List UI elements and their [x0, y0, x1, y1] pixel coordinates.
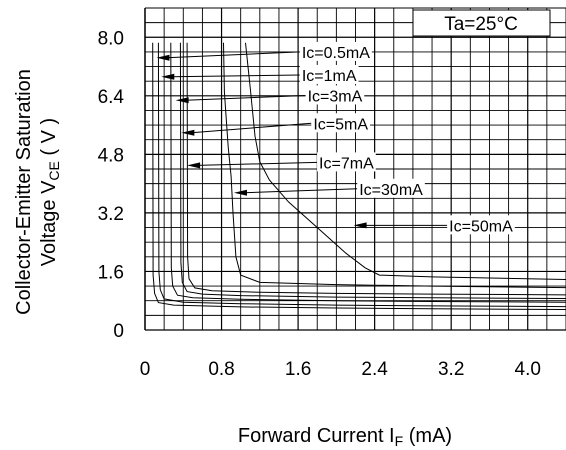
y-tick-label: 0	[113, 321, 124, 342]
arrow-line-ic-5ma	[191, 122, 312, 134]
curve-label-arrows	[156, 51, 448, 229]
curve-ic-1ma	[157, 42, 566, 308]
x-axis-label-main: Forward Current I	[238, 425, 395, 447]
arrow-line-ic-30ma	[243, 188, 358, 194]
x-axis-label: Forward Current IF (mA)	[238, 425, 452, 449]
curve-label-ic-0-5ma: Ic=0.5mA	[302, 45, 370, 62]
curve-ic-3ma	[170, 42, 566, 303]
curve-label-ic-1ma: Ic=1mA	[302, 68, 357, 85]
y-axis-label-line1: Collector-Emitter Saturation	[13, 69, 35, 315]
arrow-line-ic-7ma	[197, 161, 318, 166]
curve-label-bg-ic-0-5ma	[299, 41, 372, 61]
curve-ic-7ma	[186, 42, 566, 296]
arrow-head-ic-7ma	[187, 162, 201, 169]
curves	[152, 42, 566, 310]
curve-label-ic-3ma: Ic=3mA	[308, 88, 363, 105]
y-axis-label-line2: Voltage VCE ( V )	[38, 118, 62, 266]
x-tick-labels: 0 0.8 1.6 2.4 3.2 4.0	[140, 359, 541, 380]
curve-label-bg-ic-3ma	[305, 85, 365, 105]
x-tick-label: 2.4	[361, 359, 388, 380]
curve-ic-30ma	[223, 42, 566, 289]
x-axis-label-unit: (mA)	[403, 425, 452, 447]
x-tick-label: 3.2	[438, 359, 464, 380]
curve-label-bg-ic-50ma	[447, 215, 515, 235]
y-tick-label: 8.0	[98, 28, 124, 49]
y-axis-label-sub: CE	[46, 161, 62, 180]
y-tick-label: 6.4	[98, 87, 125, 108]
curve-label-bg-ic-1ma	[299, 64, 359, 84]
x-axis-label-sub: F	[395, 433, 404, 449]
y-tick-label: 4.8	[98, 145, 124, 166]
curve-label-bg-ic-30ma	[357, 178, 425, 198]
curve-label-ic-5ma: Ic=5mA	[313, 116, 368, 133]
curve-ic-5ma	[179, 42, 566, 299]
curve-label-bg-ic-5ma	[311, 113, 371, 133]
arrow-head-ic-1ma	[161, 73, 175, 80]
annotation-text: Ta=25°C	[444, 14, 518, 35]
y-tick-label: 1.6	[98, 262, 124, 283]
x-tick-label: 0	[140, 359, 151, 380]
y-tick-label: 3.2	[98, 204, 124, 225]
annotation-box	[412, 9, 551, 37]
curve-ic-0-5ma	[152, 42, 566, 310]
curve-label-bg-ic-7ma	[317, 152, 376, 172]
arrow-head-ic-5ma	[181, 129, 195, 136]
arrow-head-ic-50ma	[353, 222, 367, 229]
curve-label-ic-7ma: Ic=7mA	[319, 155, 374, 172]
curve-label-ic-50ma: Ic=50mA	[449, 218, 513, 235]
curve-labels: Ic=0.5mA Ic=1mA Ic=3mA Ic=5mA Ic=7mA Ic=30mA I…	[299, 41, 515, 235]
curve-label-ic-30ma: Ic=30mA	[359, 182, 423, 199]
x-tick-label: 1.6	[285, 359, 311, 380]
arrow-line-ic-3ma	[185, 94, 306, 101]
arrow-head-ic-30ma	[233, 189, 247, 196]
x-tick-label: 4.0	[515, 359, 541, 380]
x-tick-label: 0.8	[208, 359, 234, 380]
y-axis-label-main: Voltage V	[38, 180, 60, 266]
arrow-line-ic-0-5ma	[166, 51, 300, 59]
arrow-line-ic-1ma	[171, 74, 300, 78]
y-tick-labels: 0 1.6 3.2 4.8 6.4 8.0	[98, 28, 125, 342]
arrow-head-ic-0-5ma	[156, 54, 170, 61]
y-axis-label-unit: ( V )	[38, 118, 60, 161]
arrow-head-ic-3ma	[175, 97, 189, 104]
curve-ic-50ma	[245, 42, 566, 280]
